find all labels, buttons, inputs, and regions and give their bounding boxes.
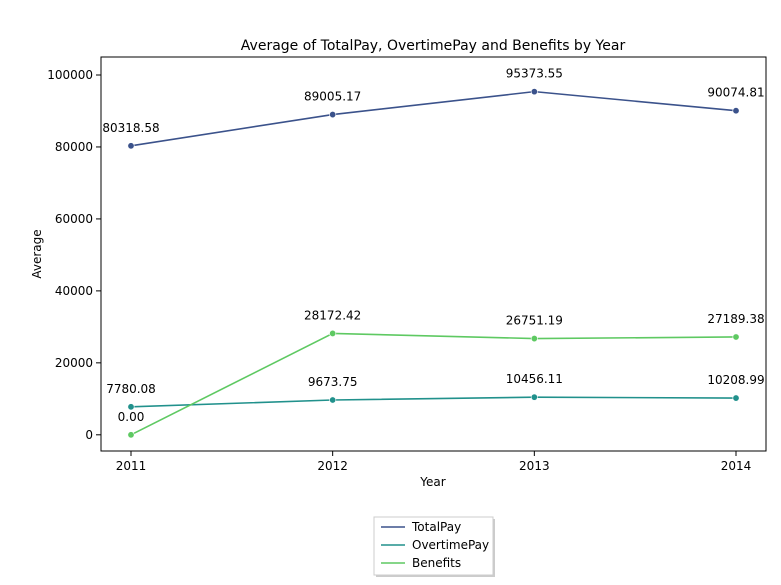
x-tick-label: 2012 bbox=[317, 459, 348, 473]
data-label-totalpay: 80318.58 bbox=[102, 121, 159, 135]
data-point-benefits bbox=[329, 329, 337, 337]
data-point-overtimepay bbox=[732, 394, 740, 402]
y-tick-label: 0 bbox=[85, 428, 93, 442]
x-tick-label: 2013 bbox=[519, 459, 550, 473]
series-layer: 80318.58 89005.17 95373.55 90074.81 7780.08 9… bbox=[102, 67, 765, 439]
data-label-overtimepay: 10208.99 bbox=[707, 373, 764, 387]
y-tick-label: 80000 bbox=[55, 140, 93, 154]
data-point-overtimepay bbox=[530, 393, 538, 401]
y-tick-label: 20000 bbox=[55, 356, 93, 370]
legend-label-benefits: Benefits bbox=[412, 556, 461, 570]
x-axis: 2011 2012 2013 2014 bbox=[116, 451, 752, 473]
data-point-benefits bbox=[530, 335, 538, 343]
plot-area bbox=[100, 56, 767, 452]
data-label-benefits: 0.00 bbox=[118, 410, 145, 424]
chart-title: Average of TotalPay, OvertimePay and Ben… bbox=[241, 38, 626, 54]
y-axis: 0 20000 40000 60000 80000 100000 bbox=[47, 68, 101, 442]
data-point-benefits bbox=[732, 333, 740, 341]
data-label-benefits: 28172.42 bbox=[304, 308, 361, 322]
data-label-totalpay: 90074.81 bbox=[707, 86, 764, 100]
series-line-overtimepay bbox=[130, 396, 737, 408]
data-label-overtimepay: 9673.75 bbox=[308, 375, 358, 389]
data-label-benefits: 26751.19 bbox=[506, 314, 563, 328]
x-axis-title: Year bbox=[419, 475, 445, 489]
data-label-overtimepay: 10456.11 bbox=[506, 372, 563, 386]
x-tick-label: 2014 bbox=[721, 459, 752, 473]
y-axis-title: Average bbox=[30, 229, 44, 278]
series-line-totalpay bbox=[130, 90, 737, 147]
x-tick-label: 2011 bbox=[116, 459, 147, 473]
legend: TotalPay OvertimePay Benefits bbox=[373, 516, 495, 577]
y-tick-label: 100000 bbox=[47, 68, 93, 82]
data-label-overtimepay: 7780.08 bbox=[106, 382, 156, 396]
legend-label-overtimepay: OvertimePay bbox=[412, 538, 489, 552]
data-label-totalpay: 89005.17 bbox=[304, 90, 361, 104]
data-point-overtimepay bbox=[329, 396, 337, 404]
legend-label-totalpay: TotalPay bbox=[411, 520, 461, 534]
data-point-overtimepay bbox=[127, 403, 135, 411]
data-point-totalpay bbox=[329, 111, 337, 119]
y-tick-label: 60000 bbox=[55, 212, 93, 226]
data-point-totalpay bbox=[530, 88, 538, 96]
data-point-totalpay bbox=[732, 107, 740, 115]
data-point-totalpay bbox=[127, 142, 135, 150]
y-tick-label: 40000 bbox=[55, 284, 93, 298]
data-label-benefits: 27189.38 bbox=[707, 312, 764, 326]
data-label-totalpay: 95373.55 bbox=[506, 67, 563, 81]
series-line-benefits bbox=[130, 332, 737, 436]
data-point-benefits bbox=[127, 431, 135, 439]
